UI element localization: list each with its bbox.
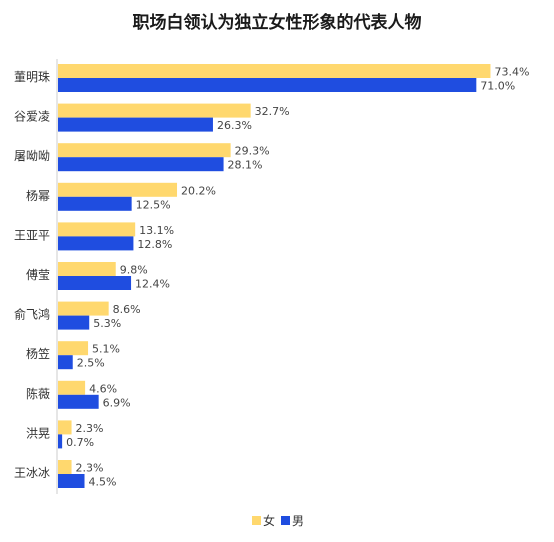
bar-male <box>58 355 73 370</box>
data-label: 12.8% <box>137 238 172 251</box>
category-label: 洪晃 <box>26 426 50 440</box>
legend-label: 男 <box>292 514 304 528</box>
bar-female <box>58 64 491 78</box>
data-label: 9.8% <box>120 264 148 277</box>
data-label: 6.9% <box>103 396 131 409</box>
bar-male <box>58 236 134 251</box>
bar-male <box>58 315 90 330</box>
category-label: 杨笠 <box>26 346 50 361</box>
category-group: 董明珠 73.4%71.0% <box>14 64 529 93</box>
category-group: 傅莹 9.8%12.4% <box>26 262 170 291</box>
bar-female <box>58 103 251 118</box>
category-label: 王亚平 <box>14 228 50 242</box>
data-label: 13.1% <box>139 224 174 237</box>
category-group: 陈薇 4.6%6.9% <box>26 380 131 409</box>
category-label: 谷爱凌 <box>14 110 50 124</box>
data-label: 0.7% <box>66 436 94 449</box>
data-label: 4.5% <box>89 476 117 489</box>
bar-male <box>58 276 132 290</box>
category-label: 董明珠 <box>14 70 50 84</box>
data-label: 2.5% <box>77 357 105 370</box>
data-label: 8.6% <box>113 303 141 316</box>
data-label: 4.6% <box>89 382 117 395</box>
chart-title: 职场白领认为独立女性形象的代表人物 <box>133 12 422 33</box>
legend-label: 女 <box>263 513 275 528</box>
category-label: 傅莹 <box>26 268 50 282</box>
bar-male <box>58 117 213 132</box>
bar-male <box>58 157 224 172</box>
category-label: 王冰冰 <box>14 466 50 480</box>
bar-male <box>58 394 99 409</box>
category-label: 杨幂 <box>26 188 50 203</box>
category-label: 屠呦呦 <box>14 149 50 163</box>
category-label: 陈薇 <box>26 386 50 401</box>
data-label: 29.3% <box>235 145 270 158</box>
data-label: 2.3% <box>76 422 104 435</box>
category-group: 俞飞鸿 8.6%5.3% <box>14 301 141 330</box>
data-label: 12.4% <box>135 278 170 291</box>
category-group: 谷爱凌 32.7%26.3% <box>14 103 290 132</box>
bar-female <box>58 182 178 197</box>
bar-female <box>58 301 109 316</box>
data-label: 32.7% <box>255 105 290 118</box>
category-group: 杨幂 20.2% 12.5% <box>26 182 216 211</box>
category-group: 王亚平 13.1%12.8% <box>14 222 174 251</box>
bar-male <box>58 474 85 488</box>
category-group: 杨笠 5.1%2.5% <box>26 341 120 370</box>
category-group: 王冰冰 2.3%4.5% <box>14 460 116 489</box>
bar-male <box>58 434 63 449</box>
bars-layer: 董明珠 73.4%71.0% 谷爱凌 32.7%26.3% 屠呦呦 29.3%28.1% 杨… <box>14 64 529 489</box>
category-group: 洪晃 2.3%0.7% <box>26 420 104 449</box>
data-label: 26.3% <box>217 119 252 132</box>
data-label: 2.3% <box>76 462 104 475</box>
category-group: 屠呦呦 29.3%28.1% <box>14 143 270 172</box>
bar-female <box>58 420 72 435</box>
bar-female <box>58 262 116 276</box>
bar-female <box>58 380 86 395</box>
category-label: 俞飞鸿 <box>14 307 50 322</box>
bar-male <box>58 196 132 211</box>
bar-female <box>58 460 72 474</box>
bar-female <box>58 143 231 158</box>
data-label: 12.5% <box>136 198 171 211</box>
data-label: 71.0% <box>480 80 515 93</box>
data-label: 5.3% <box>93 317 121 330</box>
data-label: 5.1% <box>92 343 120 356</box>
legend: 女男 <box>252 513 304 528</box>
bar-male <box>58 78 477 92</box>
data-label: 73.4% <box>494 66 529 79</box>
bar-female <box>58 222 136 237</box>
data-label: 28.1% <box>228 159 263 172</box>
data-label: 20.2% <box>181 184 216 197</box>
bar-female <box>58 341 89 356</box>
legend-swatch <box>281 516 290 525</box>
legend-swatch <box>252 516 261 525</box>
